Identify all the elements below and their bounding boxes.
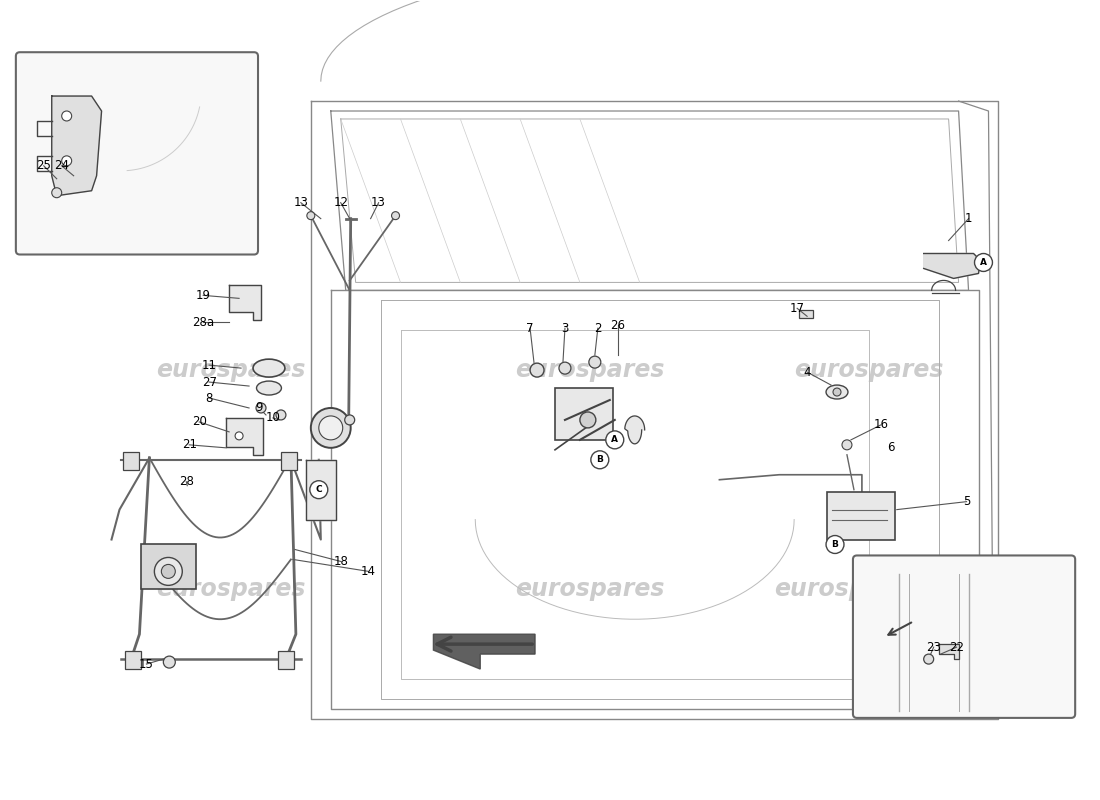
Circle shape <box>235 432 243 440</box>
Circle shape <box>319 416 343 440</box>
Bar <box>799 310 813 318</box>
Circle shape <box>924 654 934 664</box>
Polygon shape <box>924 254 980 278</box>
Circle shape <box>276 410 286 420</box>
Text: B: B <box>832 540 838 549</box>
Bar <box>278 651 294 669</box>
Circle shape <box>606 431 624 449</box>
Text: 28a: 28a <box>192 316 215 329</box>
Ellipse shape <box>826 385 848 399</box>
Circle shape <box>833 388 842 396</box>
FancyBboxPatch shape <box>852 555 1075 718</box>
Polygon shape <box>306 460 336 519</box>
Text: C: C <box>316 485 322 494</box>
Polygon shape <box>227 418 263 455</box>
Text: 3: 3 <box>561 322 569 334</box>
Text: 8: 8 <box>206 391 213 405</box>
Circle shape <box>307 212 315 220</box>
Bar <box>123 452 140 470</box>
Circle shape <box>826 535 844 554</box>
Text: 11: 11 <box>201 358 217 372</box>
Text: 13: 13 <box>294 196 308 209</box>
Bar <box>556 388 613 440</box>
Text: 18: 18 <box>333 555 349 568</box>
Bar <box>125 651 142 669</box>
Text: B: B <box>596 455 603 464</box>
Polygon shape <box>433 634 535 669</box>
Circle shape <box>975 254 992 271</box>
Text: 12: 12 <box>333 196 349 209</box>
Text: eurospares: eurospares <box>156 578 306 602</box>
Bar <box>827 492 894 539</box>
Text: 28: 28 <box>179 475 194 488</box>
Text: 9: 9 <box>255 402 263 414</box>
Text: 21: 21 <box>182 438 197 451</box>
Bar <box>142 545 196 590</box>
Circle shape <box>591 451 608 469</box>
Circle shape <box>344 415 354 425</box>
Ellipse shape <box>256 381 282 395</box>
Text: 4: 4 <box>803 366 811 378</box>
Text: eurospares: eurospares <box>156 358 306 382</box>
Circle shape <box>559 362 571 374</box>
Text: 5: 5 <box>962 495 970 508</box>
Circle shape <box>310 481 328 498</box>
Text: 6: 6 <box>887 442 894 454</box>
Circle shape <box>154 558 183 586</box>
Circle shape <box>311 408 351 448</box>
Text: 25: 25 <box>36 159 52 172</box>
Text: 19: 19 <box>196 289 211 302</box>
Circle shape <box>62 156 72 166</box>
Text: 7: 7 <box>526 322 534 334</box>
Text: 15: 15 <box>139 658 154 670</box>
Text: 24: 24 <box>54 159 69 172</box>
Text: 13: 13 <box>371 196 386 209</box>
Text: eurospares: eurospares <box>515 358 664 382</box>
Polygon shape <box>938 644 958 659</box>
Text: 26: 26 <box>610 318 625 332</box>
Circle shape <box>256 403 266 413</box>
Circle shape <box>580 412 596 428</box>
FancyBboxPatch shape <box>15 52 258 254</box>
Circle shape <box>162 565 175 578</box>
Ellipse shape <box>253 359 285 377</box>
Circle shape <box>62 111 72 121</box>
Circle shape <box>842 440 851 450</box>
Polygon shape <box>229 286 261 320</box>
Text: 17: 17 <box>790 302 804 315</box>
Text: 20: 20 <box>191 415 207 429</box>
Circle shape <box>52 188 62 198</box>
Text: 23: 23 <box>926 641 942 654</box>
Circle shape <box>588 356 601 368</box>
Text: 14: 14 <box>361 565 376 578</box>
Text: 27: 27 <box>201 375 217 389</box>
Circle shape <box>392 212 399 220</box>
Text: A: A <box>612 435 618 444</box>
Text: eurospares: eurospares <box>774 578 924 602</box>
Circle shape <box>163 656 175 668</box>
Polygon shape <box>625 416 645 444</box>
Polygon shape <box>52 96 101 196</box>
Text: A: A <box>980 258 987 267</box>
Text: 10: 10 <box>265 411 280 425</box>
Text: 2: 2 <box>594 322 602 334</box>
Text: 1: 1 <box>965 212 972 225</box>
Circle shape <box>530 363 544 377</box>
Bar <box>280 452 297 470</box>
Text: 16: 16 <box>873 418 889 431</box>
Text: 22: 22 <box>949 641 964 654</box>
Text: eurospares: eurospares <box>515 578 664 602</box>
Text: eurospares: eurospares <box>794 358 944 382</box>
